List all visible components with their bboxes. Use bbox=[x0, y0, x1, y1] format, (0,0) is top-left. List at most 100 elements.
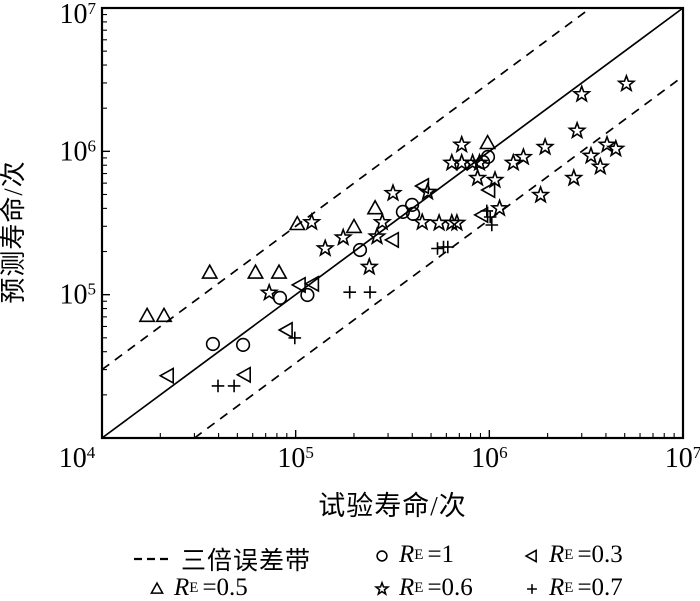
data-point-re-06 bbox=[467, 167, 488, 187]
data-point-re-06 bbox=[605, 138, 626, 158]
legend-marker-shape bbox=[376, 550, 388, 562]
legend-marker-shape bbox=[527, 584, 537, 594]
series-re-05 bbox=[138, 133, 497, 323]
star-marker bbox=[383, 182, 403, 202]
star-marker bbox=[315, 238, 336, 257]
data-point-re-1 bbox=[480, 149, 496, 164]
legend-marker-shape bbox=[150, 581, 164, 594]
plus-marker bbox=[483, 210, 497, 224]
data-point-re-06 bbox=[315, 238, 336, 257]
star-marker bbox=[259, 282, 280, 302]
data-point-re-07 bbox=[211, 379, 225, 393]
triangle-up-marker bbox=[270, 263, 288, 279]
legend-marker-shape bbox=[524, 549, 537, 563]
star-marker bbox=[616, 73, 637, 93]
data-point-re-03 bbox=[290, 276, 306, 294]
axis-frame bbox=[100, 6, 685, 440]
data-point-re-05 bbox=[138, 306, 156, 323]
star-marker bbox=[451, 134, 472, 154]
star-marker bbox=[590, 156, 611, 176]
plus-marker bbox=[288, 331, 302, 345]
star-marker bbox=[530, 184, 551, 204]
legend-marker-plus bbox=[527, 584, 537, 594]
star-marker bbox=[571, 83, 592, 103]
triangle-up-marker bbox=[246, 263, 265, 279]
data-point-re-07 bbox=[431, 242, 444, 255]
data-point-re-06 bbox=[441, 212, 462, 232]
y-axis-label: 预测寿命/次 bbox=[0, 160, 28, 303]
data-point-re-06 bbox=[581, 145, 601, 165]
data-point-re-06 bbox=[451, 134, 472, 154]
circle-marker bbox=[395, 204, 410, 219]
legend-marker-triangle-left bbox=[524, 549, 537, 563]
star-marker bbox=[567, 120, 587, 140]
legend-label-symbol: R bbox=[549, 574, 565, 601]
legend-marker-circle bbox=[376, 550, 388, 562]
circle-marker bbox=[376, 550, 388, 562]
data-point-re-06 bbox=[301, 211, 322, 231]
data-point-re-06 bbox=[590, 156, 611, 176]
legend-label-value: =0.6 bbox=[427, 574, 473, 601]
data-point-re-06 bbox=[333, 227, 354, 246]
star-marker bbox=[469, 152, 490, 172]
y-axis-ticks bbox=[103, 7, 110, 439]
data-point-re-05 bbox=[288, 214, 306, 231]
plus-marker bbox=[363, 285, 377, 299]
data-point-re-1 bbox=[395, 204, 410, 219]
star-marker bbox=[605, 138, 626, 158]
triangle-up-marker bbox=[479, 133, 497, 150]
triangle-up-marker bbox=[138, 306, 156, 323]
legend-label-value: =1 bbox=[427, 541, 455, 568]
data-point-re-03 bbox=[158, 367, 174, 385]
data-point-re-1 bbox=[236, 337, 251, 352]
circle-marker bbox=[406, 206, 421, 221]
triangle-up-marker bbox=[366, 199, 384, 215]
data-point-re-03 bbox=[277, 321, 293, 339]
data-point-re-05 bbox=[479, 133, 497, 150]
legend-label-symbol: R bbox=[399, 541, 415, 568]
data-point-re-07 bbox=[343, 285, 357, 299]
star-marker bbox=[333, 227, 354, 246]
data-point-re-06 bbox=[567, 120, 587, 140]
data-point-re-07 bbox=[227, 379, 241, 393]
reference-line-equal bbox=[101, 7, 684, 439]
circle-marker bbox=[205, 336, 220, 352]
star-marker bbox=[447, 212, 467, 232]
triangle-up-marker bbox=[201, 263, 219, 279]
x-axis-ticks bbox=[101, 430, 684, 437]
data-point-re-06 bbox=[571, 83, 592, 103]
legend-item-re-03: R E =0.3 bbox=[522, 541, 623, 569]
star-marker bbox=[412, 211, 433, 231]
circle-marker bbox=[236, 337, 251, 352]
plus-marker bbox=[527, 584, 537, 594]
data-point-re-1 bbox=[352, 242, 368, 258]
data-point-re-05 bbox=[246, 263, 265, 279]
star-marker bbox=[597, 134, 617, 154]
star-marker bbox=[467, 167, 488, 187]
plus-marker bbox=[227, 379, 241, 393]
plus-marker bbox=[343, 285, 357, 299]
data-point-re-1 bbox=[205, 336, 220, 352]
triangle-left-marker bbox=[303, 275, 320, 293]
legend-label-symbol: R bbox=[174, 574, 190, 601]
circle-marker bbox=[405, 197, 420, 212]
data-point-re-06 bbox=[383, 182, 403, 202]
legend-label-value: =0.7 bbox=[577, 574, 623, 601]
triangle-left-marker bbox=[277, 321, 293, 339]
circle-marker bbox=[300, 287, 315, 303]
data-point-re-06 bbox=[412, 211, 433, 231]
legend-item-re-07: R E =0.7 bbox=[522, 574, 623, 601]
data-point-re-06 bbox=[530, 184, 551, 204]
data-point-re-06 bbox=[359, 256, 380, 276]
data-point-re-1 bbox=[405, 197, 420, 212]
triangle-left-marker bbox=[235, 366, 251, 384]
data-point-re-05 bbox=[270, 263, 288, 279]
circle-marker bbox=[352, 242, 368, 258]
legend-item-re-1: R E =1 bbox=[372, 541, 454, 569]
series-re-06 bbox=[259, 73, 637, 302]
star-marker bbox=[535, 136, 555, 156]
legend-label-symbol: R bbox=[549, 541, 565, 568]
data-point-re-05 bbox=[155, 306, 173, 323]
star-marker bbox=[485, 169, 505, 189]
